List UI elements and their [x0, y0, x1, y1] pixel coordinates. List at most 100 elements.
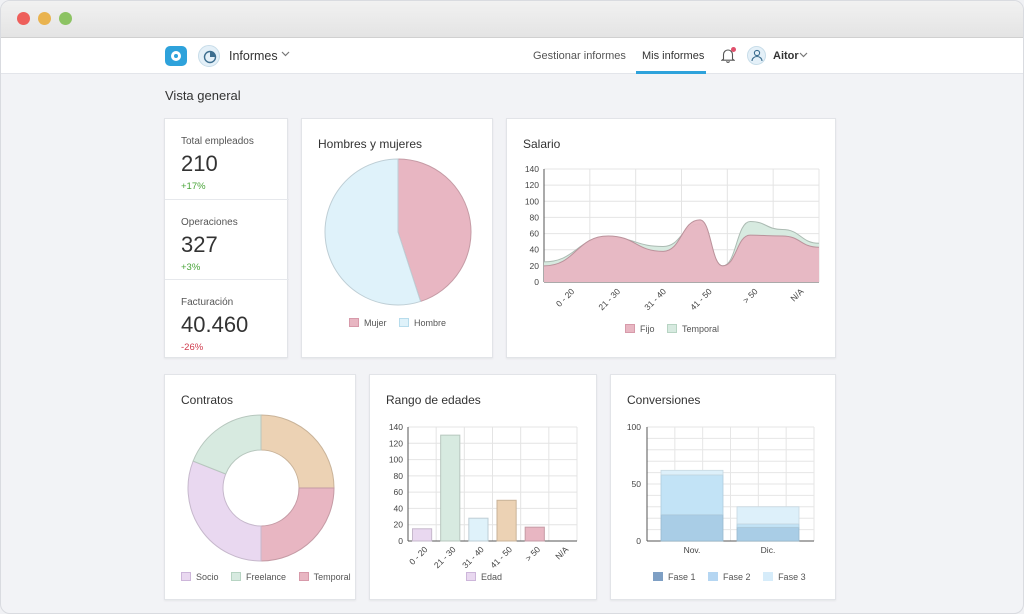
x-tick-label: 41 - 50 [688, 286, 714, 312]
contracts-donut-chart[interactable] [165, 375, 357, 601]
minimize-window-button[interactable] [38, 12, 51, 25]
bar-segment-fase-3 [736, 506, 800, 525]
notifications-bell-icon[interactable] [721, 48, 735, 63]
y-tick-label: 140 [525, 164, 539, 174]
bar-4 [524, 526, 545, 542]
legend-swatch [349, 318, 359, 327]
chart-legend: Fase 1 Fase 2 Fase 3 [653, 572, 816, 582]
module-title[interactable]: Informes [229, 49, 278, 63]
x-tick-label: 31 - 40 [642, 286, 668, 312]
user-avatar[interactable] [747, 46, 766, 65]
legend-swatch [653, 572, 663, 581]
age-range-bar-chart[interactable]: 0 20 40 60 80 100 120 140 0 - 20 21 - 30 31 - 40 41… [370, 375, 598, 601]
legend-item[interactable]: Fijo [625, 324, 655, 334]
chart-title: Contratos [181, 393, 234, 407]
contracts-chart-card: Contratos Socio Freelance Temporal [164, 374, 356, 600]
legend-label: Edad [481, 572, 503, 582]
y-tick-label: 60 [530, 229, 540, 239]
x-tick-label: 41 - 50 [488, 544, 514, 570]
legend-label: Temporal [682, 324, 720, 334]
x-tick-label: 21 - 30 [432, 544, 458, 570]
legend-item[interactable]: Temporal [298, 572, 351, 582]
legend-item[interactable]: Socio [181, 572, 219, 582]
series-line-fijo [543, 219, 820, 267]
chart-legend: Mujer Hombre [349, 318, 456, 328]
pie-slice-hombre [324, 158, 422, 306]
pie-slice-socio [187, 460, 262, 562]
legend-item[interactable]: Fase 1 [653, 572, 696, 582]
y-tick-label: 0 [534, 277, 539, 287]
kpi-billing[interactable]: Facturación 40.460 -26% [165, 279, 289, 359]
page-title: Vista general [165, 88, 241, 103]
kpi-card: Total empleados 210 +17% Operaciones 327… [164, 118, 289, 359]
chart-title: Conversiones [627, 393, 701, 407]
bar-2 [468, 517, 489, 542]
y-tick-label: 100 [525, 196, 539, 206]
chart-legend: Fijo Temporal [625, 324, 729, 334]
chevron-down-icon[interactable] [281, 51, 290, 57]
legend-item[interactable]: Freelance [231, 572, 286, 582]
legend-label: Temporal [313, 572, 351, 582]
legend-item[interactable]: Fase 2 [708, 572, 751, 582]
y-tick-label: 60 [394, 487, 404, 497]
chevron-down-icon[interactable] [799, 52, 808, 58]
legend-item[interactable]: Temporal [667, 324, 719, 334]
y-tick-label: 0 [636, 536, 641, 546]
x-tick-label: N/A [553, 544, 570, 561]
kpi-total-employees[interactable]: Total empleados 210 +17% [165, 119, 289, 199]
legend-swatch [625, 324, 635, 333]
chart-title: Rango de edades [386, 393, 481, 407]
y-tick-label: 80 [394, 471, 404, 481]
app-logo-icon[interactable] [165, 46, 187, 66]
kpi-operations[interactable]: Operaciones 327 +3% [165, 199, 289, 279]
y-tick-label: 50 [632, 479, 642, 489]
app-header: Informes Gestionar informes Mis informes… [1, 38, 1023, 74]
gender-pie-chart[interactable] [302, 119, 494, 359]
legend-item[interactable]: Mujer [349, 318, 387, 328]
legend-swatch [763, 572, 774, 581]
kpi-value: 327 [181, 232, 218, 257]
y-tick-label: 120 [525, 180, 539, 190]
y-tick-label: 100 [389, 455, 403, 465]
x-tick-label: Nov. [684, 545, 701, 555]
y-tick-label: 120 [389, 438, 403, 448]
nav-my-reports[interactable]: Mis informes [642, 50, 705, 62]
maximize-window-button[interactable] [59, 12, 72, 25]
chart-legend: Socio Freelance Temporal [181, 572, 361, 582]
legend-item[interactable]: Fase 3 [763, 572, 806, 582]
kpi-delta: -26% [181, 342, 204, 353]
kpi-label: Operaciones [181, 217, 238, 228]
kpi-value: 210 [181, 151, 218, 176]
bar-segment-fase-2 [660, 474, 724, 516]
y-tick-label: 20 [530, 261, 540, 271]
kpi-value: 40.460 [181, 312, 249, 337]
age-range-chart-card: Rango de edades 0 20 40 60 80 100 120 140 0 - 20… [369, 374, 597, 600]
legend-item[interactable]: Hombre [399, 318, 446, 328]
x-tick-label: > 50 [523, 544, 542, 563]
gender-chart-card: Hombres y mujeres Mujer Hombre [301, 118, 493, 358]
pie-slice-freelance [192, 414, 262, 475]
legend-label: Mujer [364, 318, 387, 328]
pie-slice-temporal [260, 487, 335, 562]
y-tick-label: 40 [530, 245, 540, 255]
legend-label: Fijo [640, 324, 655, 334]
x-tick-label: N/A [788, 286, 805, 303]
legend-swatch [667, 324, 678, 333]
close-window-button[interactable] [17, 12, 30, 25]
legend-item[interactable]: Edad [466, 572, 502, 582]
salary-chart-card: Salario 0 20 40 60 80 100 120 140 0 - 20 21 - 30 3… [506, 118, 836, 358]
conversions-chart-card: Conversiones 0 50 100 Nov. Dic. Fase 1 Fase … [610, 374, 836, 600]
legend-label: Fase 1 [668, 572, 696, 582]
conversions-stacked-bar-chart[interactable]: 0 50 100 Nov. Dic. [611, 375, 837, 601]
salary-area-chart[interactable]: 0 20 40 60 80 100 120 140 0 - 20 21 - 30 31 - 40 41… [507, 119, 837, 359]
pie-slice-mujer [397, 158, 472, 303]
legend-label: Socio [196, 572, 219, 582]
legend-swatch [708, 572, 719, 581]
legend-label: Freelance [246, 572, 287, 582]
legend-swatch [399, 318, 410, 327]
user-name[interactable]: Aitor [773, 50, 799, 62]
kpi-label: Total empleados [181, 136, 254, 147]
nav-manage-reports[interactable]: Gestionar informes [533, 50, 626, 62]
kpi-label: Facturación [181, 297, 234, 308]
legend-swatch [181, 572, 191, 581]
